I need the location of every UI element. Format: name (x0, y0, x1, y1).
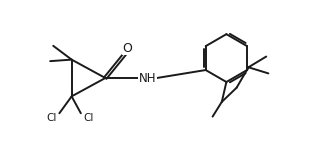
Text: Cl: Cl (83, 113, 94, 123)
Text: O: O (123, 42, 132, 55)
Text: NH: NH (139, 72, 156, 85)
Text: Cl: Cl (47, 113, 57, 123)
